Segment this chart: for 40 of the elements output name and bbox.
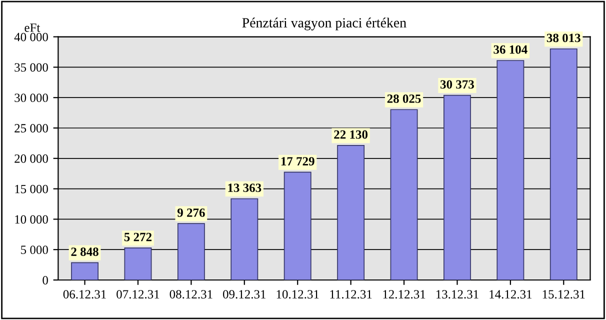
- x-tick-label: 10.12.31: [276, 290, 319, 299]
- y-tick-label: 35 000: [14, 63, 48, 72]
- x-tick-label: 07.12.31: [116, 290, 160, 299]
- bar: [444, 94, 471, 280]
- y-tick-label: 25 000: [14, 124, 48, 132]
- x-tick-label: 14.12.31: [490, 290, 532, 299]
- x-tick-label: 13.12.31: [436, 290, 478, 299]
- bar: [337, 145, 365, 280]
- bar: [496, 60, 524, 280]
- data-label: 22 130: [334, 130, 368, 139]
- data-label: 13 363: [228, 184, 262, 192]
- y-tick-label: 30 000: [14, 94, 48, 102]
- y-tick-label: 10 000: [15, 215, 48, 224]
- x-tick-label: 08.12.31: [170, 290, 212, 299]
- chart-title: Pénztári vagyon piaci értéken: [242, 18, 406, 30]
- x-tick-label: 09.12.31: [223, 290, 266, 299]
- data-label: 38 013: [546, 34, 580, 42]
- y-tick-label: 15 000: [15, 184, 48, 194]
- y-tick-label: 20 000: [14, 154, 48, 163]
- data-label: 36 104: [494, 45, 528, 54]
- y-tick-label: 40 000: [14, 32, 48, 42]
- bar: [230, 198, 258, 280]
- y-tick-label: 5 000: [21, 246, 48, 254]
- bar: [284, 172, 312, 280]
- x-tick-label: 12.12.31: [383, 290, 426, 299]
- x-tick-label: 15.12.31: [542, 290, 585, 299]
- y-axis-title: eFt: [24, 24, 40, 32]
- data-label: 17 729: [281, 157, 314, 166]
- data-label: 28 025: [387, 94, 421, 103]
- bar: [390, 109, 418, 280]
- bar: [177, 223, 205, 280]
- data-label: 2 848: [71, 248, 98, 256]
- data-label: 30 373: [440, 80, 474, 89]
- data-label: 9 276: [177, 208, 205, 217]
- x-tick-label: 11.12.31: [330, 290, 372, 299]
- data-label: 5 272: [124, 232, 152, 242]
- bar: [124, 248, 152, 280]
- x-tick-label: 06.12.31: [63, 290, 106, 299]
- bar: [71, 262, 98, 280]
- y-tick-label: 0: [42, 276, 48, 284]
